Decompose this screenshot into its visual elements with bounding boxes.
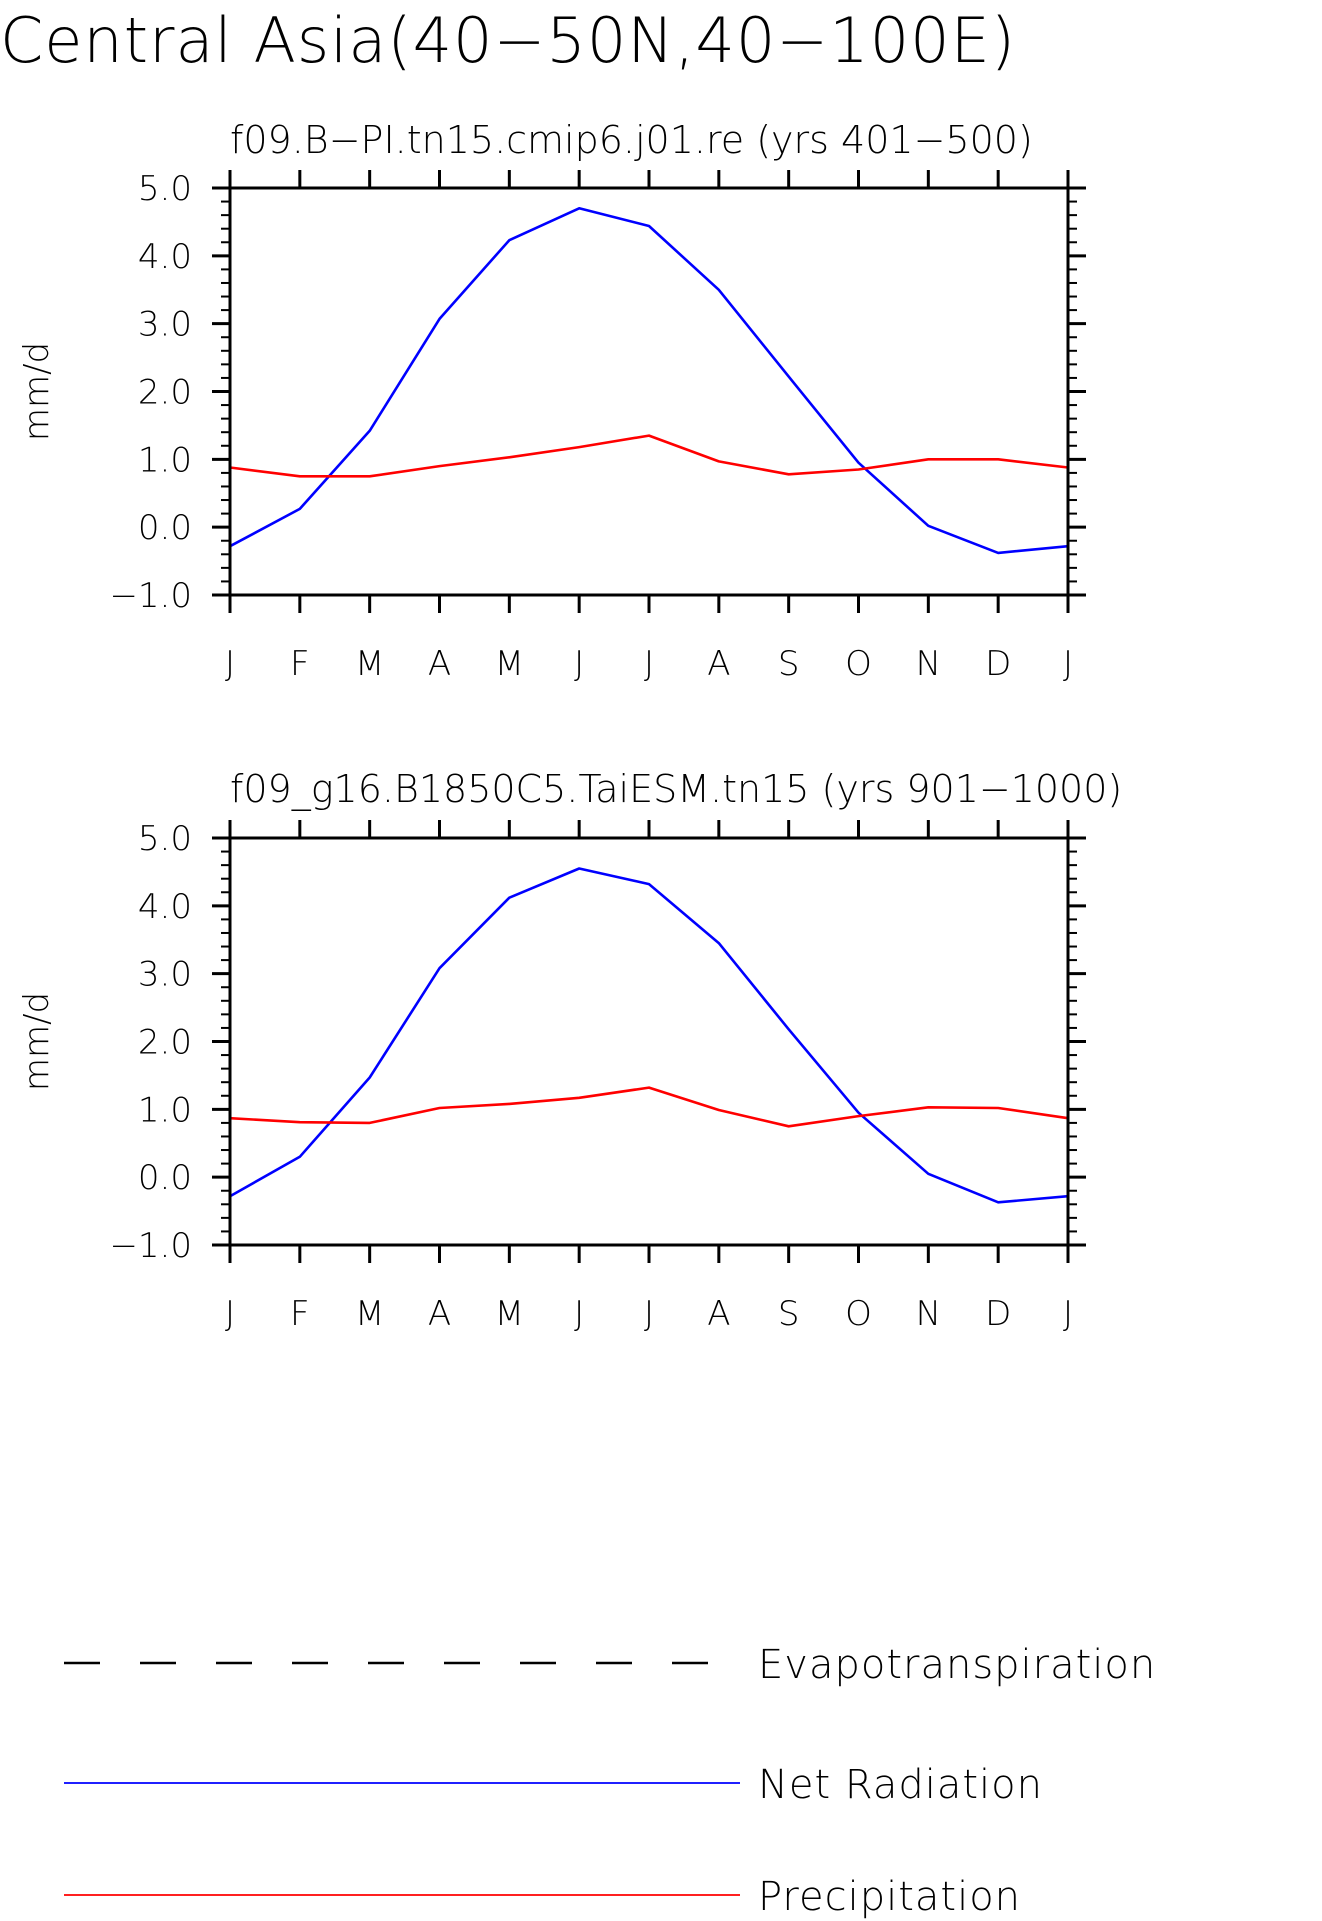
chart-panel-1: f09.B−PI.tn15.cmip6.j01.re (yrs 401−500)…	[17, 118, 1086, 684]
y-tick-label: −1.0	[109, 576, 192, 616]
x-tick-label: M	[495, 644, 524, 684]
x-tick-label: N	[916, 1294, 941, 1334]
plot-frame	[228, 836, 1070, 1247]
chart-panel-2: f09_g16.B1850C5.TaiESM.tn15 (yrs 901−100…	[17, 767, 1122, 1334]
x-tick-label: D	[985, 644, 1011, 684]
legend-label: Net Radiation	[758, 1762, 1043, 1808]
x-tick-label: F	[290, 1294, 310, 1334]
y-tick-label: 4.0	[138, 887, 192, 927]
legend-entry-precipitation: Precipitation	[64, 1874, 1021, 1920]
y-tick-label: 3.0	[138, 305, 192, 345]
x-tick-label: A	[707, 644, 730, 684]
y-tick-label: 4.0	[138, 237, 192, 277]
y-tick-label: −1.0	[109, 1226, 192, 1266]
x-tick-label: S	[778, 644, 800, 684]
series-line-net-radiation	[229, 867, 1069, 1204]
legend-label: Precipitation	[758, 1874, 1021, 1920]
x-tick-label: F	[290, 644, 310, 684]
x-tick-label: O	[845, 644, 872, 684]
y-tick-label: 5.0	[138, 819, 192, 859]
x-tick-label: A	[707, 1294, 730, 1334]
y-tick-label: 1.0	[138, 440, 192, 480]
y-tick-label: 1.0	[138, 1090, 192, 1130]
y-axis-label: mm/d	[17, 342, 57, 441]
x-tick-label: J	[225, 644, 235, 684]
x-tick-label: J	[225, 1294, 235, 1334]
legend-label: Evapotranspiration	[758, 1642, 1156, 1688]
x-tick-label: D	[985, 1294, 1011, 1334]
main-title: Central Asia(40−50N,40−100E)	[0, 4, 1016, 77]
series-line-net-radiation	[229, 207, 1069, 555]
panel-title: f09.B−PI.tn15.cmip6.j01.re (yrs 401−500)	[230, 118, 1033, 162]
y-tick-label: 3.0	[138, 955, 192, 995]
y-tick-label: 0.0	[138, 508, 192, 548]
legend: Evapotranspiration Net Radiation Precipita…	[64, 1642, 1156, 1920]
y-tick-label: 5.0	[138, 169, 192, 209]
x-tick-label: M	[355, 1294, 384, 1334]
x-tick-label: J	[644, 644, 654, 684]
y-tick-label: 0.0	[138, 1158, 192, 1198]
x-tick-label: A	[428, 1294, 451, 1334]
chart-panels: f09.B−PI.tn15.cmip6.j01.re (yrs 401−500)…	[17, 118, 1122, 1334]
x-tick-label: J	[574, 1294, 584, 1334]
x-tick-label: J	[574, 644, 584, 684]
x-tick-label: J	[1063, 644, 1073, 684]
legend-entry-net-radiation: Net Radiation	[64, 1762, 1043, 1808]
x-tick-label: M	[355, 644, 384, 684]
x-tick-label: J	[1063, 1294, 1073, 1334]
y-axis-label: mm/d	[17, 992, 57, 1091]
x-tick-label: O	[845, 1294, 872, 1334]
panel-title: f09_g16.B1850C5.TaiESM.tn15 (yrs 901−100…	[230, 767, 1122, 812]
y-tick-label: 2.0	[138, 373, 192, 413]
plot-frame	[228, 186, 1070, 597]
series-line-precipitation	[229, 434, 1069, 478]
series-line-precipitation	[229, 1086, 1069, 1128]
x-tick-label: M	[495, 1294, 524, 1334]
x-tick-label: N	[916, 644, 941, 684]
x-tick-label: S	[778, 1294, 800, 1334]
x-tick-label: J	[644, 1294, 654, 1334]
legend-entry-evapotranspiration: Evapotranspiration	[64, 1642, 1156, 1688]
y-tick-label: 2.0	[138, 1023, 192, 1063]
x-tick-label: A	[428, 644, 451, 684]
